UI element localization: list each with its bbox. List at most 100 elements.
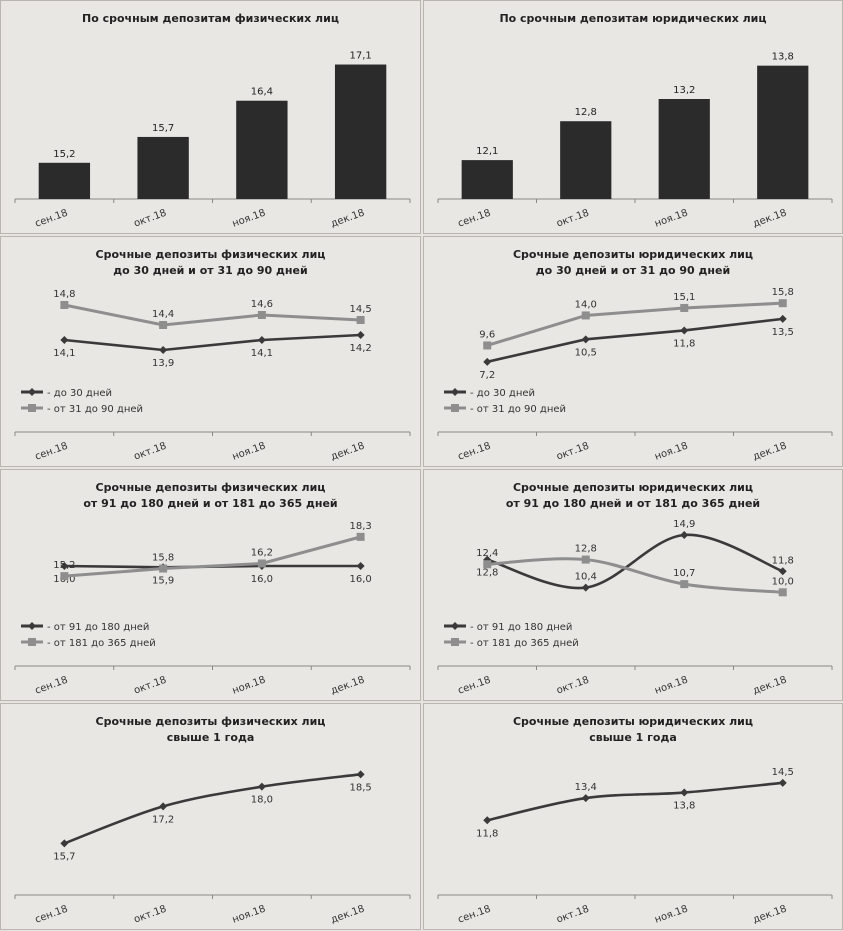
series-marker [60, 336, 69, 344]
point-value-label: 14,9 [673, 519, 695, 530]
chart-title: Срочные депозиты юридических лиц [512, 715, 754, 728]
chart-panel: По срочным депозитам физических лиц сен.1… [0, 0, 421, 234]
point-value-label: 15,8 [772, 287, 794, 298]
point-value-label: 15,8 [152, 553, 174, 564]
series-marker [257, 311, 266, 319]
series-marker [680, 326, 689, 335]
legend-swatch-marker [451, 622, 459, 630]
series-marker [778, 588, 787, 597]
bar-value-label: 16,4 [251, 87, 273, 98]
point-value-label: 14,6 [251, 299, 273, 310]
legend-swatch-marker [451, 638, 459, 646]
bar-value-label: 12,8 [575, 107, 597, 118]
point-value-label: 15,2 [53, 560, 75, 571]
point-value-label: 13,8 [673, 801, 695, 812]
point-value-label: 14,4 [152, 309, 174, 320]
chart-svg: сен.18 окт.18 ноя.18 дек.18 12,8 10,4 14,9 11,8… [437, 519, 833, 697]
chart-svg: сен.18окт.18ноя.18дек.1816,015,916,016,0… [14, 521, 411, 697]
x-tick-label: ноя.18 [231, 208, 267, 230]
point-value-label: 13,5 [772, 327, 794, 338]
chart-title: Срочные депозиты физических лиц [95, 248, 326, 261]
bar [560, 121, 612, 199]
bar [461, 160, 513, 199]
point-value-label: 12,8 [476, 568, 498, 579]
x-tick-label: ноя.18 [653, 208, 689, 230]
series-marker [483, 341, 492, 350]
series-marker [356, 532, 365, 541]
series-line [64, 303, 361, 327]
legend-label: - от 31 до 90 дней [470, 404, 566, 415]
bar-value-label: 13,8 [772, 52, 794, 63]
series-marker [483, 560, 492, 569]
series-marker [159, 321, 168, 329]
chart-title: до 30 дней и от 31 до 90 дней [535, 264, 731, 277]
x-tick-label: окт.18 [555, 675, 591, 697]
point-value-label: 10,4 [575, 572, 597, 583]
series-marker [257, 782, 266, 791]
bar [137, 136, 189, 199]
x-tick-label: сен.18 [456, 441, 492, 463]
x-tick-label: окт.18 [132, 441, 168, 463]
x-tick-label: дек.18 [329, 207, 366, 229]
legend-label: - до 30 дней [470, 388, 535, 399]
chart-panel: По срочным депозитам юридических лиц сен.… [423, 0, 843, 234]
x-tick-label: дек.18 [329, 674, 366, 696]
x-tick-label: сен.18 [34, 904, 70, 926]
point-value-label: 11,8 [476, 828, 498, 839]
legend-swatch-marker [451, 388, 459, 396]
legend-swatch-marker [28, 388, 36, 396]
series-marker [60, 562, 69, 570]
point-value-label: 9,6 [479, 329, 495, 340]
series-marker [356, 770, 365, 779]
series-marker [159, 802, 168, 811]
x-tick-label: сен.18 [456, 208, 492, 230]
legend-label: - до 30 дней [47, 388, 112, 399]
series-marker [60, 572, 69, 581]
series-line [64, 333, 361, 352]
chart-title: свыше 1 года [589, 731, 677, 744]
point-value-label: 15,9 [152, 575, 174, 586]
x-tick-label: окт.18 [132, 675, 168, 697]
x-tick-label: дек.18 [752, 674, 789, 696]
series-marker [778, 299, 787, 308]
series-marker [356, 316, 365, 324]
point-value-label: 16,2 [251, 547, 273, 558]
series-marker [257, 559, 266, 568]
chart-title: до 30 дней и от 31 до 90 дней [113, 264, 308, 277]
series-marker [159, 346, 168, 354]
bar [658, 99, 710, 199]
x-tick-label: ноя.18 [653, 441, 689, 463]
point-value-label: 16,0 [349, 574, 371, 585]
point-value-label: 11,8 [673, 338, 695, 349]
legend-swatch-marker [28, 622, 36, 630]
series-marker [581, 311, 590, 320]
legend-label: - от 181 до 365 дней [47, 638, 156, 649]
bar-value-label: 17,1 [349, 51, 371, 62]
series-marker [680, 788, 689, 797]
chart-title: Срочные депозиты юридических лиц [512, 481, 754, 494]
x-tick-label: ноя.18 [231, 675, 267, 697]
legend-swatch-marker [28, 638, 36, 646]
series-line [486, 317, 783, 364]
chart-svg: сен.18 окт.18 ноя.18 дек.18 11,8 13,4 13,8 14,5 [437, 767, 833, 926]
x-tick-label: ноя.18 [231, 904, 267, 926]
chart-panel: Срочные депозиты физических лиц до 30 дне… [0, 236, 421, 467]
legend-label: - от 91 до 180 дней [470, 622, 572, 633]
series-marker [778, 778, 787, 787]
series-marker [680, 303, 689, 312]
chart-svg: сен.18 окт.18 ноя.18 дек.18 15,7 17,2 18,0 18,5 [14, 770, 411, 926]
series-marker [483, 816, 492, 825]
chart-panel: Срочные депозиты юридических лиц от 91 до… [423, 469, 843, 701]
legend-label: - от 91 до 180 дней [47, 622, 149, 633]
bar [757, 65, 809, 200]
x-tick-label: ноя.18 [231, 441, 267, 463]
point-value-label: 14,0 [575, 299, 597, 310]
x-tick-label: ноя.18 [653, 904, 689, 926]
x-tick-label: дек.18 [329, 903, 366, 925]
x-tick-label: дек.18 [752, 207, 789, 229]
x-tick-label: сен.18 [34, 208, 70, 230]
bar [334, 64, 387, 199]
series-marker [680, 531, 689, 540]
series-marker [60, 301, 69, 309]
